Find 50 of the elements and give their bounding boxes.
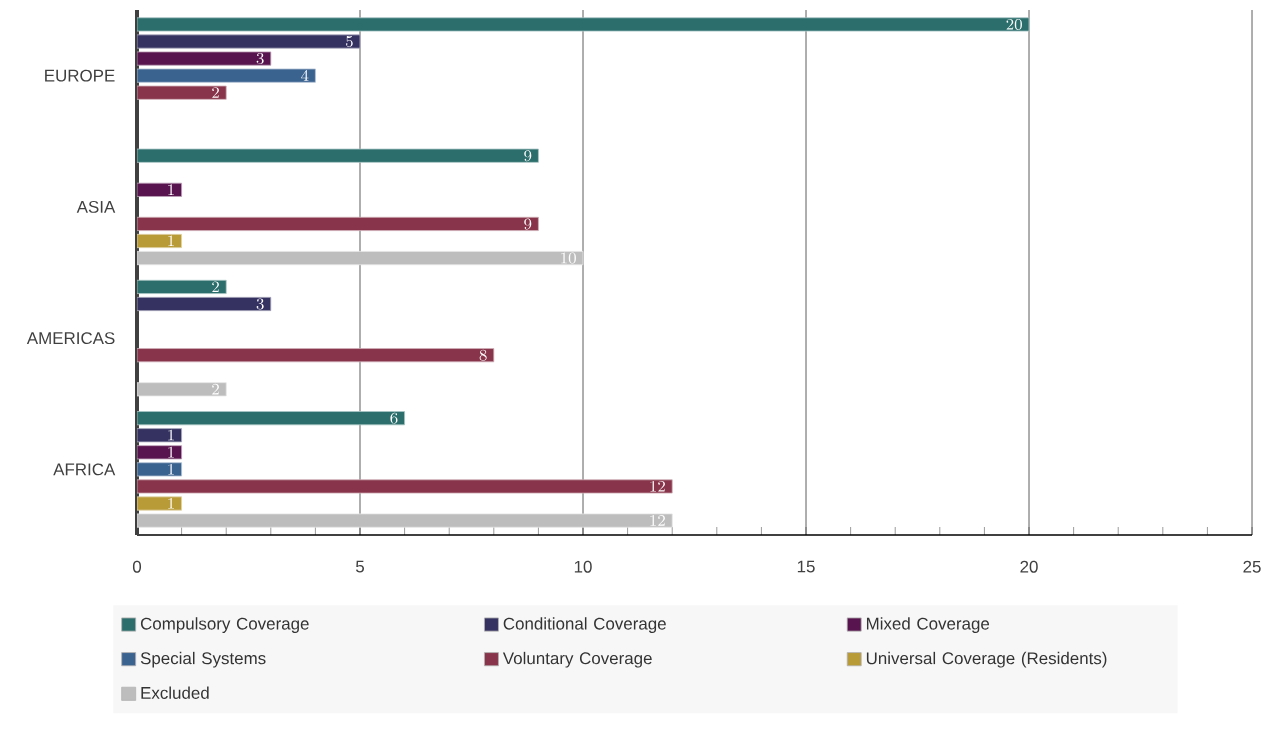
data-label: 1 <box>168 235 174 247</box>
data-label: 3 <box>256 298 264 310</box>
data-label: 1 <box>168 429 174 441</box>
data-label: 5 <box>345 36 353 47</box>
data-label: 2 <box>212 281 219 293</box>
data-label: 6 <box>390 412 398 424</box>
data-label: 9 <box>524 150 532 162</box>
bar <box>137 17 1030 32</box>
y-tick-label: AFRICA <box>53 463 116 476</box>
legend-label: Conditional Coverage <box>503 617 666 633</box>
bar <box>137 279 227 294</box>
data-label: 1 <box>168 446 174 458</box>
data-label: 2 <box>212 87 219 98</box>
x-tick-label: 25 <box>1243 560 1261 573</box>
bar <box>137 382 227 397</box>
legend-label: Excluded <box>141 686 209 699</box>
bar <box>137 182 182 197</box>
bar <box>137 445 182 460</box>
data-label: 3 <box>256 53 264 65</box>
data-label: 10 <box>561 252 576 264</box>
data-label: 1 <box>168 498 174 509</box>
data-label: 20 <box>1006 18 1022 30</box>
bar <box>137 513 673 528</box>
bar <box>137 148 539 163</box>
x-tick-label: 5 <box>355 560 365 573</box>
bar <box>137 68 316 83</box>
data-label: 1 <box>168 463 174 475</box>
bar <box>137 411 405 426</box>
legend-label: Special Systems <box>140 651 266 668</box>
bar <box>137 251 584 266</box>
data-label: 8 <box>479 349 487 361</box>
y-tick-label: EUROPE <box>45 69 115 82</box>
y-tick-label: AMERICAS <box>26 332 115 345</box>
legend-label: Universal Coverage (Residents) <box>866 651 1107 668</box>
data-label: 12 <box>650 515 665 526</box>
x-tick-label: 0 <box>132 560 142 573</box>
data-label: 2 <box>212 383 219 395</box>
x-tick-label: 15 <box>797 560 815 573</box>
x-tick-label: 10 <box>574 560 592 573</box>
bar <box>137 462 182 477</box>
data-label: 12 <box>650 480 665 492</box>
legend-label: Voluntary Coverage <box>502 651 652 668</box>
y-tick-label: ASIA <box>76 200 116 213</box>
legend-label: Mixed Coverage <box>866 617 990 633</box>
x-tick-label: 20 <box>1020 560 1038 573</box>
bar <box>137 51 272 66</box>
legend-label: Compulsory Coverage <box>140 617 309 633</box>
data-label: 4 <box>301 70 309 81</box>
data-label: 1 <box>168 184 174 195</box>
data-label: 9 <box>524 218 532 230</box>
